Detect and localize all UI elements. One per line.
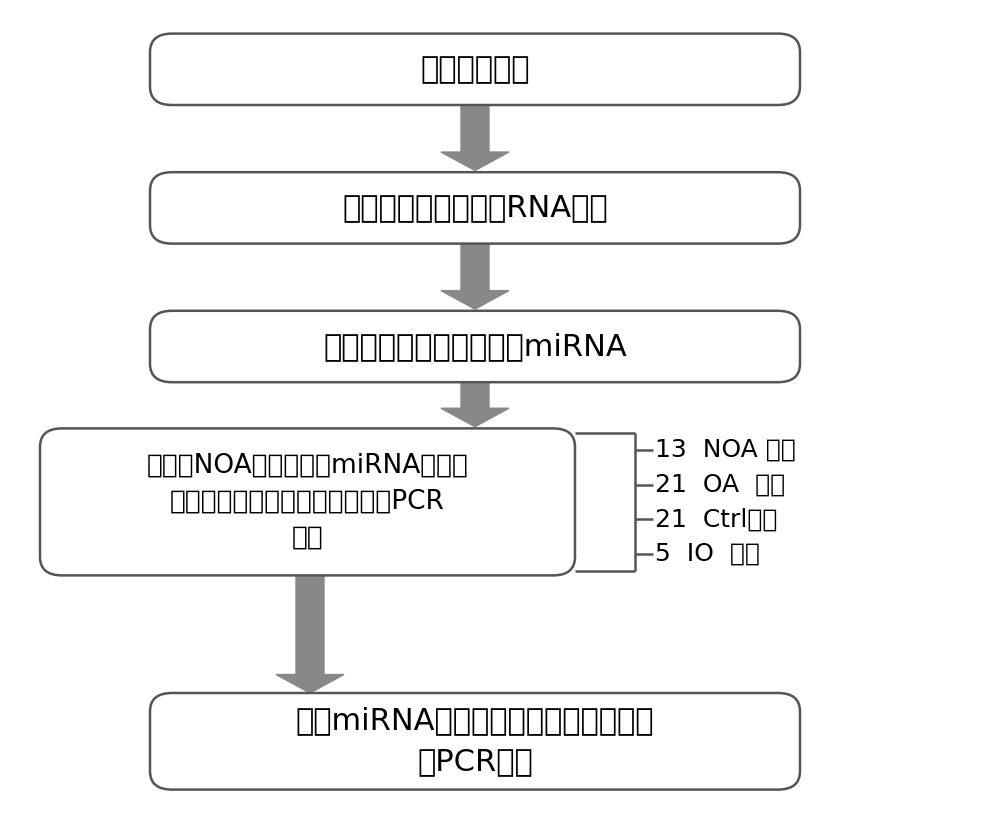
Text: 应用于NOA诊断的候选miRNA在血浆
及睾丸组织样本中实时荧光定量PCR
验证: 应用于NOA诊断的候选miRNA在血浆 及睾丸组织样本中实时荧光定量PCR 验证 — [147, 453, 468, 551]
Text: 血浆样本收集: 血浆样本收集 — [420, 55, 530, 84]
Text: 外泌体提取及外泌体RNA提取: 外泌体提取及外泌体RNA提取 — [342, 193, 608, 223]
Text: 21  OA  样本: 21 OA 样本 — [655, 473, 785, 496]
Text: 5  IO  样本: 5 IO 样本 — [655, 542, 760, 566]
FancyBboxPatch shape — [150, 693, 800, 790]
Polygon shape — [441, 382, 509, 427]
Text: 21  Ctrl样本: 21 Ctrl样本 — [655, 507, 777, 531]
FancyBboxPatch shape — [40, 428, 575, 575]
FancyBboxPatch shape — [150, 311, 800, 382]
FancyBboxPatch shape — [150, 34, 800, 105]
Text: 13  NOA 样本: 13 NOA 样本 — [655, 438, 796, 462]
Text: 高通量测序筛选差异表达miRNA: 高通量测序筛选差异表达miRNA — [323, 332, 627, 361]
Polygon shape — [441, 244, 509, 309]
FancyBboxPatch shape — [150, 172, 800, 244]
Polygon shape — [441, 105, 509, 171]
Polygon shape — [276, 575, 344, 693]
Text: 候选miRNA在睾丸组织中的实时荧光定
量PCR验证: 候选miRNA在睾丸组织中的实时荧光定 量PCR验证 — [296, 706, 654, 776]
